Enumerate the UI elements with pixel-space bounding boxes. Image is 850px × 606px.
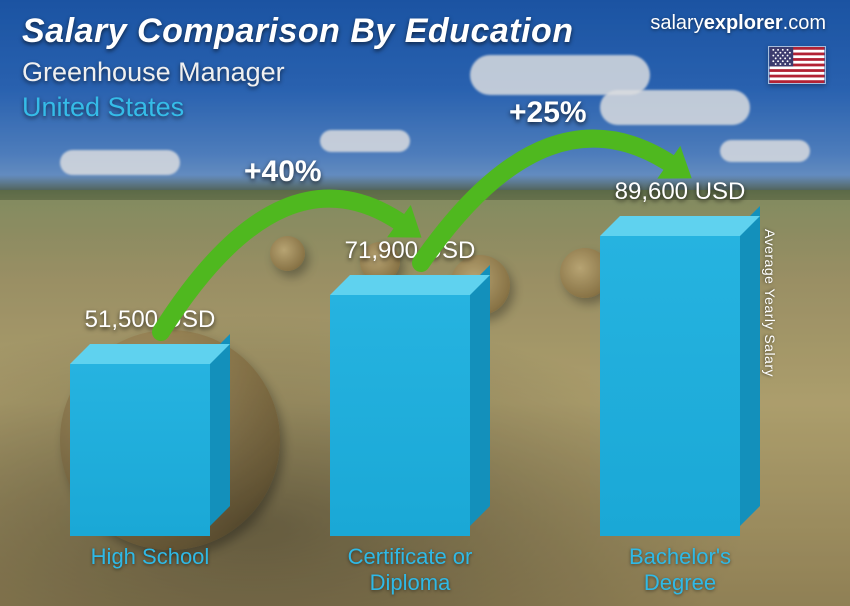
brand-bold: explorer <box>704 12 783 34</box>
bar-category-label: Certificate orDiploma <box>300 544 520 597</box>
subtitle-location: United States <box>22 92 574 123</box>
brand-logo: salaryexplorer.com <box>650 12 826 35</box>
bar-category-label: High School <box>40 544 260 570</box>
brand-prefix: salary <box>650 12 703 34</box>
infographic-stage: Salary Comparison By Education Greenhous… <box>0 0 850 606</box>
bar-category-label: Bachelor'sDegree <box>570 544 790 597</box>
bar-chart: 51,500 USDHigh School71,900 USDCertifica… <box>40 160 790 536</box>
subtitle-job: Greenhouse Manager <box>22 57 574 88</box>
page-title: Salary Comparison By Education <box>22 12 574 51</box>
increase-percentage: +25% <box>509 96 587 130</box>
brand-suffix: .com <box>783 12 826 34</box>
title-block: Salary Comparison By Education Greenhous… <box>22 12 574 123</box>
flag-icon <box>768 46 826 84</box>
increase-arrow: +25% <box>40 160 790 536</box>
